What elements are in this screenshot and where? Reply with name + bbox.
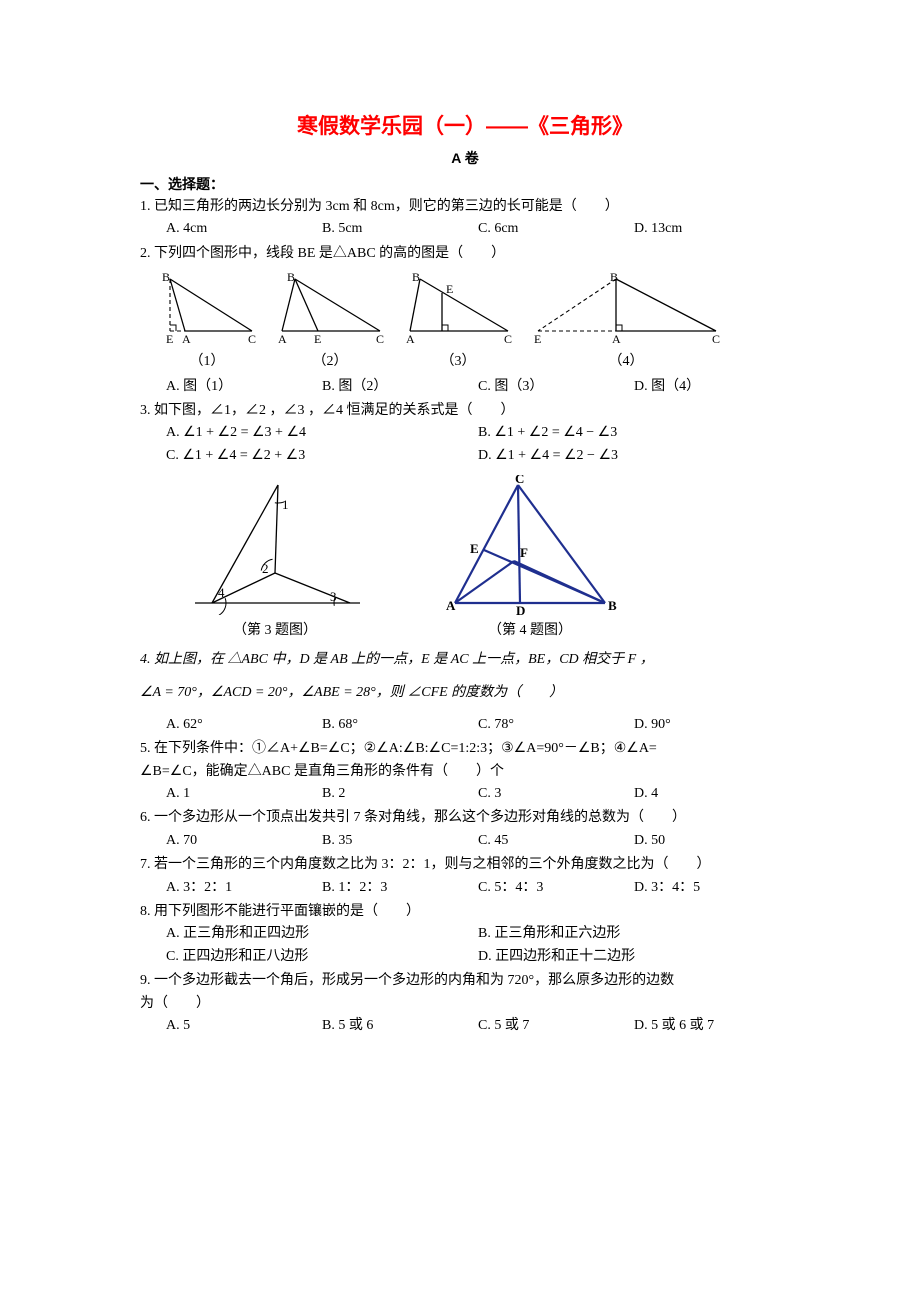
q2-stem: 2. 下列四个图形中，线段 BE 是△ABC 的高的图是（ ） <box>140 243 790 265</box>
q5-stem2: ∠B=∠C，能确定△ABC 是直角三角形的条件有（ ）个 <box>140 761 790 783</box>
q6-optA: A. 70 <box>166 830 322 852</box>
q4-optA: A. 62° <box>166 714 322 736</box>
svg-text:C: C <box>376 332 384 346</box>
q9-optD: D. 5 或 6 或 7 <box>634 1015 790 1037</box>
svg-text:A: A <box>278 332 287 346</box>
question-9: 9. 一个多边形截去一个角后，形成另一个多边形的内角和为 720°，那么原多边形… <box>140 970 790 1037</box>
q5-optD: D. 4 <box>634 783 790 805</box>
q2-optD: D. 图（4） <box>634 376 790 398</box>
q9-stem2: 为（ ） <box>140 993 790 1015</box>
q6-optD: D. 50 <box>634 830 790 852</box>
question-7: 7. 若一个三角形的三个内角度数之比为 3：2：1，则与之相邻的三个外角度数之比… <box>140 854 790 899</box>
svg-text:E: E <box>446 282 453 296</box>
q7-optB: B. 1：2：3 <box>322 877 478 899</box>
svg-text:C: C <box>248 332 256 346</box>
q3-stem: 3. 如下图，∠1，∠2 ，∠3 ，∠4 恒满足的关系式是（ ） <box>140 400 790 422</box>
q2-figures: BEAC（1）BAEC（2）BEAC（3）BEAC（4） <box>152 271 790 373</box>
q5-stem1: 5. 在下列条件中：①∠A+∠B=∠C；②∠A:∠B:∠C=1:2:3；③∠A=… <box>140 738 790 760</box>
q1-stem: 1. 已知三角形的两边长分别为 3cm 和 8cm，则它的第三边的长可能是（ ） <box>140 196 790 218</box>
q4-optC: C. 78° <box>478 714 634 736</box>
svg-text:B: B <box>608 598 617 613</box>
q4-figure: A B C D E F <box>440 475 620 615</box>
svg-text:E: E <box>534 332 541 346</box>
q6-stem: 6. 一个多边形从一个顶点出发共引 7 条对角线，那么这个多边形对角线的总数为（… <box>140 807 790 829</box>
q9-optA: A. 5 <box>166 1015 322 1037</box>
q7-optD: D. 3：4：5 <box>634 877 790 899</box>
q7-stem: 7. 若一个三角形的三个内角度数之比为 3：2：1，则与之相邻的三个外角度数之比… <box>140 854 790 876</box>
q3-optC: C. ∠1 + ∠4 = ∠2 + ∠3 <box>166 445 478 467</box>
svg-text:D: D <box>516 603 525 615</box>
svg-text:E: E <box>166 332 173 346</box>
q2-optB: B. 图（2） <box>322 376 478 398</box>
svg-text:C: C <box>712 332 720 346</box>
svg-text:B: B <box>610 271 618 284</box>
svg-text:C: C <box>504 332 512 346</box>
section-header: 一、选择题： <box>140 174 790 194</box>
question-1: 1. 已知三角形的两边长分别为 3cm 和 8cm，则它的第三边的长可能是（ ）… <box>140 196 790 241</box>
q8-optD: D. 正四边形和正十二边形 <box>478 946 790 968</box>
svg-text:1: 1 <box>282 497 289 512</box>
svg-text:4: 4 <box>218 585 225 600</box>
q9-stem1: 9. 一个多边形截去一个角后，形成另一个多边形的内角和为 720°，那么原多边形… <box>140 970 790 992</box>
q4-figure-wrap: A B C D E F （第 4 题图） <box>440 475 620 639</box>
page-title: 寒假数学乐园（一）——《三角形》 <box>140 110 790 140</box>
svg-text:A: A <box>612 332 621 346</box>
svg-text:F: F <box>520 545 528 560</box>
question-8: 8. 用下列图形不能进行平面镶嵌的是（ ） A. 正三角形和正四边形 B. 正三… <box>140 901 790 968</box>
q3-figcap: （第 3 题图） <box>190 619 360 639</box>
q4-optB: B. 68° <box>322 714 478 736</box>
svg-text:A: A <box>406 332 415 346</box>
q1-optD: D. 13cm <box>634 218 790 240</box>
q8-optA: A. 正三角形和正四边形 <box>166 923 478 945</box>
q1-optB: B. 5cm <box>322 218 478 240</box>
question-2: 2. 下列四个图形中，线段 BE 是△ABC 的高的图是（ ） BEAC（1）B… <box>140 243 790 398</box>
svg-text:B: B <box>287 271 295 284</box>
q4-stem2: ∠A = 70°，∠ACD = 20°，∠ABE = 28°，则 ∠CFE 的度… <box>140 682 790 704</box>
figure-pair: 1 2 3 4 （第 3 题图） A B C D E F （第 4 题图） <box>190 475 790 639</box>
svg-text:C: C <box>515 475 524 486</box>
q2-optA: A. 图（1） <box>166 376 322 398</box>
q3-optA: A. ∠1 + ∠2 = ∠3 + ∠4 <box>166 422 478 444</box>
q3-figure: 1 2 3 4 <box>190 475 360 615</box>
q6-optB: B. 35 <box>322 830 478 852</box>
q3-figure-wrap: 1 2 3 4 （第 3 题图） <box>190 475 360 639</box>
question-6: 6. 一个多边形从一个顶点出发共引 7 条对角线，那么这个多边形对角线的总数为（… <box>140 807 790 852</box>
q5-optB: B. 2 <box>322 783 478 805</box>
q6-optC: C. 45 <box>478 830 634 852</box>
subtitle: A 卷 <box>140 148 790 168</box>
q9-optB: B. 5 或 6 <box>322 1015 478 1037</box>
svg-text:E: E <box>314 332 321 346</box>
question-4: 4. 如上图，在 △ABC 中，D 是 AB 上的一点，E 是 AC 上一点，B… <box>140 649 790 736</box>
q7-optC: C. 5：4：3 <box>478 877 634 899</box>
q1-optA: A. 4cm <box>166 218 322 240</box>
q7-optA: A. 3：2：1 <box>166 877 322 899</box>
q5-optC: C. 3 <box>478 783 634 805</box>
q4-figcap: （第 4 题图） <box>440 619 620 639</box>
q3-optB: B. ∠1 + ∠2 = ∠4 − ∠3 <box>478 422 790 444</box>
q1-optC: C. 6cm <box>478 218 634 240</box>
svg-text:A: A <box>182 332 191 346</box>
svg-text:B: B <box>412 271 420 284</box>
question-5: 5. 在下列条件中：①∠A+∠B=∠C；②∠A:∠B:∠C=1:2:3；③∠A=… <box>140 738 790 805</box>
q4-optD: D. 90° <box>634 714 790 736</box>
q4-stem1: 4. 如上图，在 △ABC 中，D 是 AB 上的一点，E 是 AC 上一点，B… <box>140 649 790 671</box>
q8-stem: 8. 用下列图形不能进行平面镶嵌的是（ ） <box>140 901 790 923</box>
question-3: 3. 如下图，∠1，∠2 ，∠3 ，∠4 恒满足的关系式是（ ） A. ∠1 +… <box>140 400 790 467</box>
q5-optA: A. 1 <box>166 783 322 805</box>
q2-optC: C. 图（3） <box>478 376 634 398</box>
q9-optC: C. 5 或 7 <box>478 1015 634 1037</box>
q8-optB: B. 正三角形和正六边形 <box>478 923 790 945</box>
svg-text:E: E <box>470 541 479 556</box>
svg-text:A: A <box>446 598 456 613</box>
svg-text:3: 3 <box>330 589 337 604</box>
svg-text:2: 2 <box>262 561 269 576</box>
q3-optD: D. ∠1 + ∠4 = ∠2 − ∠3 <box>478 445 790 467</box>
q8-optC: C. 正四边形和正八边形 <box>166 946 478 968</box>
svg-text:B: B <box>162 271 170 284</box>
